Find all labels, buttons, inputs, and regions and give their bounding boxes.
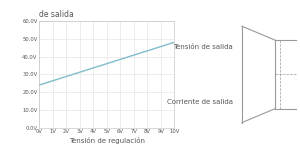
Text: de salida: de salida (39, 10, 74, 19)
Text: Tensión de salida: Tensión de salida (173, 44, 233, 50)
X-axis label: Tensión de regulación: Tensión de regulación (69, 137, 145, 144)
Text: Corriente de salida: Corriente de salida (167, 99, 233, 105)
